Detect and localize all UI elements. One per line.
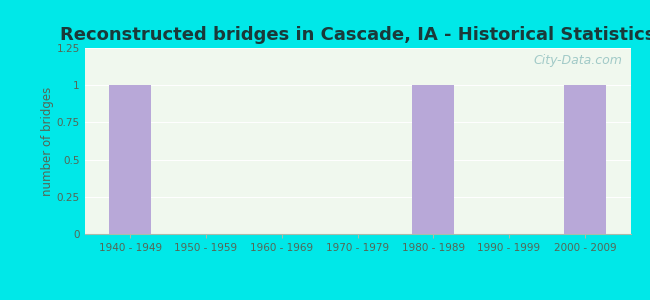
Bar [413, 85, 454, 234]
Title: Reconstructed bridges in Cascade, IA - Historical Statistics: Reconstructed bridges in Cascade, IA - H… [60, 26, 650, 44]
Text: City-Data.com: City-Data.com [534, 54, 622, 67]
Bar [109, 85, 151, 234]
Bar [564, 85, 606, 234]
Y-axis label: number of bridges: number of bridges [40, 86, 53, 196]
